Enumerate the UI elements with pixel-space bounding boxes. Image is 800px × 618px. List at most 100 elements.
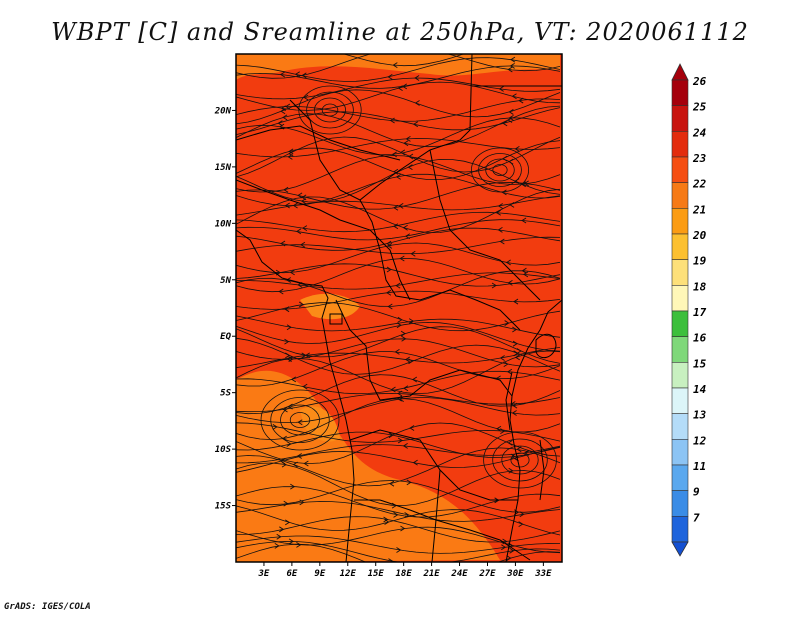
streamline-arrow xyxy=(387,73,393,80)
streamline-arrow xyxy=(303,94,309,101)
border-8 xyxy=(354,499,531,561)
streamline-arrow xyxy=(407,164,413,171)
border-1 xyxy=(289,54,473,201)
border-2 xyxy=(236,179,411,301)
streamline-arrow xyxy=(278,288,284,295)
streamline-arrow xyxy=(509,37,513,42)
colorbar-label: 15 xyxy=(693,357,707,370)
streamline-arrow xyxy=(284,338,290,345)
streamline-arrow xyxy=(498,86,504,92)
streamline-arrow xyxy=(299,499,305,506)
streamline xyxy=(236,337,561,375)
streamline-eddy xyxy=(492,438,548,482)
latitude-axis: 20N 15N 10N 5N EQ 5S 10S 15S xyxy=(214,106,236,512)
streamline-arrow xyxy=(277,120,283,127)
streamline xyxy=(236,462,561,507)
colorbar-label: 21 xyxy=(692,203,706,216)
streamline-arrow xyxy=(302,383,308,390)
streamline-arrow xyxy=(279,41,283,46)
colorbar-top-arrow xyxy=(671,63,689,81)
streamline-eddy xyxy=(306,91,354,129)
streamline-arrow xyxy=(497,203,503,209)
streamline-arrow xyxy=(281,435,287,442)
streamline xyxy=(236,117,561,156)
streamline-arrow xyxy=(283,500,289,507)
streamline xyxy=(236,446,561,473)
streamline-arrow xyxy=(294,71,300,78)
streamline-arrow xyxy=(509,547,515,554)
streamline-arrow xyxy=(393,204,399,211)
streamline-arrow xyxy=(393,223,399,230)
streamline-arrow xyxy=(497,226,503,233)
streamline-arrow xyxy=(279,71,285,78)
streamline-arrow xyxy=(403,140,409,147)
colorbar-swatch xyxy=(671,259,689,286)
streamline-arrow xyxy=(400,525,406,532)
streamline-arrow xyxy=(289,269,295,276)
streamline-arrow xyxy=(499,355,505,361)
colorbar-swatch xyxy=(671,79,689,106)
streamline xyxy=(236,302,561,332)
streamline-arrow xyxy=(397,85,403,92)
streamline-arrow xyxy=(510,453,516,460)
colorbar-swatch xyxy=(671,310,689,337)
streamline-eddy xyxy=(470,147,529,193)
streamline-arrow xyxy=(408,153,414,160)
colorbar-label: 18 xyxy=(693,280,707,293)
streamline xyxy=(236,105,561,148)
streamline xyxy=(236,65,561,89)
streamline xyxy=(236,272,561,290)
streamline-arrow xyxy=(405,135,411,142)
streamline-arrow xyxy=(502,120,508,127)
streamline-arrow xyxy=(400,149,406,156)
streamline-arrow xyxy=(387,303,393,310)
streamline-arrow xyxy=(389,117,395,124)
colorbar-swatch xyxy=(671,336,689,363)
streamline-arrow xyxy=(511,93,517,100)
streamline-arrow xyxy=(388,558,394,562)
colorbar-label: 13 xyxy=(693,409,707,422)
wbpt-field xyxy=(236,54,562,562)
streamline-arrow xyxy=(401,335,407,342)
streamline-arrow xyxy=(518,97,524,104)
colorbar-swatch xyxy=(671,439,689,466)
streamline-arrow xyxy=(395,173,401,180)
field-warm-north xyxy=(236,54,560,80)
lat-tick-label: 10N xyxy=(215,219,232,229)
map-frame xyxy=(235,53,563,563)
streamline-arrow xyxy=(297,419,303,426)
streamline xyxy=(236,195,561,216)
streamline xyxy=(236,397,561,424)
streamline-eddy xyxy=(270,397,330,443)
streamline-arrow xyxy=(408,318,415,325)
streamline-arrow xyxy=(284,202,290,209)
streamline xyxy=(236,321,561,352)
streamline-arrow xyxy=(288,148,294,155)
streamline-arrow xyxy=(281,461,287,468)
colorbar-label: 20 xyxy=(692,229,707,242)
streamline xyxy=(236,211,561,233)
streamline-arrow xyxy=(286,356,292,362)
streamline-arrow xyxy=(276,533,282,540)
streamline-arrow xyxy=(296,541,302,548)
streamline-arrow xyxy=(304,352,310,359)
streamline-arrow xyxy=(519,511,525,518)
colorbar-label: 11 xyxy=(693,460,706,473)
lat-tick-label: 15N xyxy=(215,163,232,173)
streamline-arrow xyxy=(303,460,309,467)
streamline-arrow xyxy=(508,467,514,474)
streamline-arrow xyxy=(509,63,515,69)
streamline-arrow xyxy=(386,289,392,296)
streamline-arrow xyxy=(508,114,514,121)
streamline-arrow xyxy=(300,198,307,205)
streamline xyxy=(236,236,561,255)
streamline-arrow xyxy=(507,368,513,375)
streamline xyxy=(236,54,561,79)
map-title: WBPT [C] and Sreamline at 250hPa, VT: 20… xyxy=(51,18,749,46)
streamline-arrow xyxy=(396,547,402,553)
colorbar-label: 14 xyxy=(693,383,707,396)
streamline-arrow xyxy=(403,385,409,392)
streamlines xyxy=(236,37,561,562)
streamline-arrow xyxy=(282,114,288,121)
streamline-arrow xyxy=(512,326,518,333)
